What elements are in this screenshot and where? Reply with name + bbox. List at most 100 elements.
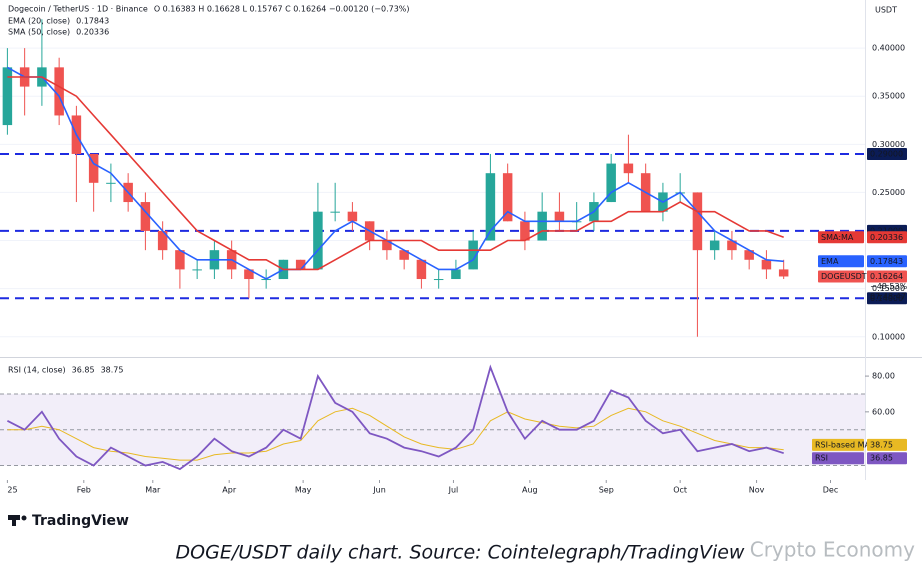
axis-label: 0.29000	[870, 149, 903, 158]
candle-body	[54, 67, 64, 116]
x-tick-label: 25	[7, 486, 17, 495]
axis-label: RSI-based MA	[815, 440, 870, 449]
ohlc-text: O 0.16383 H 0.16628 L 0.15767 C 0.16264 …	[154, 5, 410, 14]
y-tick-label: 0.35000	[872, 92, 905, 101]
y-tick-label: 80.00	[872, 372, 895, 381]
x-tick-label: Feb	[77, 486, 91, 495]
legend-value: 38.75	[101, 366, 124, 375]
axis-label-box	[812, 438, 864, 451]
x-tick-label: Dec	[823, 486, 838, 495]
countdown: 07:48:47	[870, 292, 906, 301]
candle-body	[2, 67, 13, 126]
x-tick-label: Oct	[673, 486, 687, 495]
candle-body	[606, 163, 616, 203]
x-tick-label: Apr	[222, 486, 237, 495]
y-tick-label: 60.00	[872, 407, 895, 416]
axis-label: 0.17843	[870, 257, 903, 266]
candle-body	[451, 269, 461, 280]
y-tick-label: 0.40000	[872, 44, 905, 53]
y-tick-label: 0.15000	[872, 284, 905, 293]
candle-body	[313, 211, 323, 270]
panel-title: RSI (14, close)	[8, 366, 66, 375]
candle-body	[537, 211, 547, 241]
axis-label-box	[867, 231, 907, 244]
legend-name: EMA (20, close)	[8, 17, 70, 26]
x-tick-label: Aug	[522, 486, 538, 495]
axis-label-box	[867, 147, 907, 160]
currency: USDT	[875, 6, 897, 15]
x-tick-label: Mar	[145, 486, 161, 495]
candle-body	[502, 173, 513, 222]
candle-body	[468, 240, 478, 270]
axis-label: RSI	[815, 454, 828, 463]
x-tick-label: Jun	[372, 486, 386, 495]
candle-body	[88, 153, 99, 183]
candle-body	[140, 202, 151, 231]
candle-body	[433, 279, 444, 281]
axis-label: 38.75	[870, 440, 893, 449]
legend-value: 0.17843	[76, 17, 109, 26]
candle-body	[761, 259, 772, 270]
watermark: Crypto Economy	[750, 538, 915, 562]
candle-body	[485, 173, 496, 241]
caption: DOGE/USDT daily chart. Source: Cointeleg…	[176, 542, 745, 564]
candle-body	[416, 259, 427, 280]
candle-body	[244, 269, 254, 280]
axis-label-box	[867, 292, 907, 305]
candle-body	[192, 269, 202, 271]
candle-body	[709, 240, 720, 251]
candle-body	[175, 250, 185, 270]
candle-body	[399, 250, 409, 260]
candle-body	[157, 230, 168, 251]
axis-label-box	[867, 438, 907, 451]
candle-body	[554, 211, 565, 222]
axis-label: EMA	[821, 257, 839, 266]
x-tick-label: Jul	[448, 486, 459, 495]
axis-label: SMA:MA	[821, 233, 854, 242]
series-line	[7, 407, 784, 461]
candle-body	[623, 163, 634, 174]
logo-mark	[12, 515, 16, 526]
chart-title: Dogecoin / TetherUS · 1D · Binance	[8, 5, 148, 14]
logo-text: TradingView	[32, 513, 129, 529]
axis-label: 0.21000	[870, 226, 903, 235]
candle-body	[347, 211, 358, 222]
axis-label: DOGEUSDT	[821, 272, 867, 281]
candle-body	[295, 259, 306, 270]
x-tick-label: Nov	[749, 486, 765, 495]
axis-label-box	[818, 270, 864, 283]
candle-body	[330, 211, 340, 213]
axis-label-box	[818, 255, 864, 268]
rsi-band	[0, 393, 865, 466]
series-line	[7, 76, 784, 271]
axis-label-box	[867, 255, 907, 268]
logo: TradingView	[8, 513, 129, 529]
candle-body	[106, 182, 116, 184]
y-tick-label: 0.25000	[872, 188, 905, 197]
series-line	[7, 66, 784, 280]
y-tick-label: 0.10000	[872, 332, 905, 341]
candle-body	[744, 250, 754, 260]
axis-label-box	[867, 270, 907, 283]
candle-body	[382, 240, 392, 251]
series-line	[6, 364, 784, 471]
legend-value: 36.85	[72, 366, 95, 375]
legend-value: 0.20336	[76, 28, 109, 37]
x-tick-label: Sep	[599, 486, 614, 495]
axis-label-box	[812, 452, 864, 465]
axis-label-box	[867, 452, 907, 465]
change-label: −48.53%	[870, 282, 908, 291]
candle-body	[727, 240, 737, 251]
axis-label: 0.16264	[870, 272, 903, 281]
candle-body	[778, 269, 789, 277]
y-tick-label: 0.30000	[872, 140, 905, 149]
x-tick-label: May	[295, 486, 312, 495]
axis-label: 0.14000	[870, 294, 903, 303]
axis-label-box	[818, 231, 864, 244]
legend-name: SMA (50, close)	[8, 28, 70, 37]
axis-label: 36.85	[870, 454, 893, 463]
logo-mark	[21, 515, 27, 521]
candle-body	[692, 192, 703, 251]
